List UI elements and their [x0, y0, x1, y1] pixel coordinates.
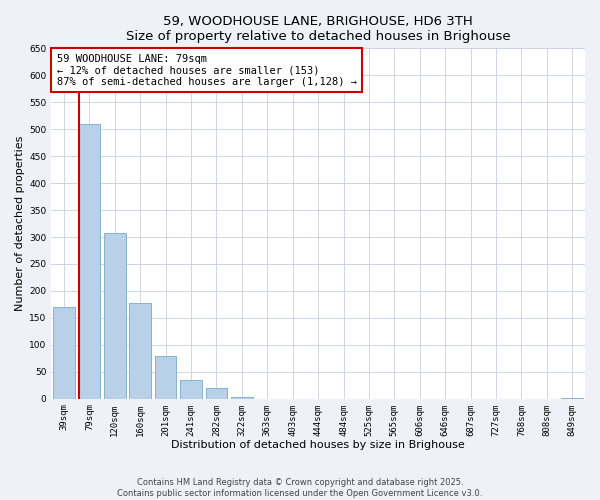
Bar: [206, 388, 227, 398]
Bar: [231, 396, 253, 398]
Text: 59 WOODHOUSE LANE: 79sqm
← 12% of detached houses are smaller (153)
87% of semi-: 59 WOODHOUSE LANE: 79sqm ← 12% of detach…: [56, 54, 356, 87]
Bar: [180, 380, 202, 398]
Text: Contains HM Land Registry data © Crown copyright and database right 2025.
Contai: Contains HM Land Registry data © Crown c…: [118, 478, 482, 498]
Bar: [130, 304, 151, 398]
Bar: [79, 124, 100, 398]
Y-axis label: Number of detached properties: Number of detached properties: [15, 136, 25, 311]
Bar: [104, 232, 125, 398]
Title: 59, WOODHOUSE LANE, BRIGHOUSE, HD6 3TH
Size of property relative to detached hou: 59, WOODHOUSE LANE, BRIGHOUSE, HD6 3TH S…: [126, 15, 511, 43]
Bar: [155, 356, 176, 399]
Bar: [53, 307, 75, 398]
X-axis label: Distribution of detached houses by size in Brighouse: Distribution of detached houses by size …: [171, 440, 465, 450]
